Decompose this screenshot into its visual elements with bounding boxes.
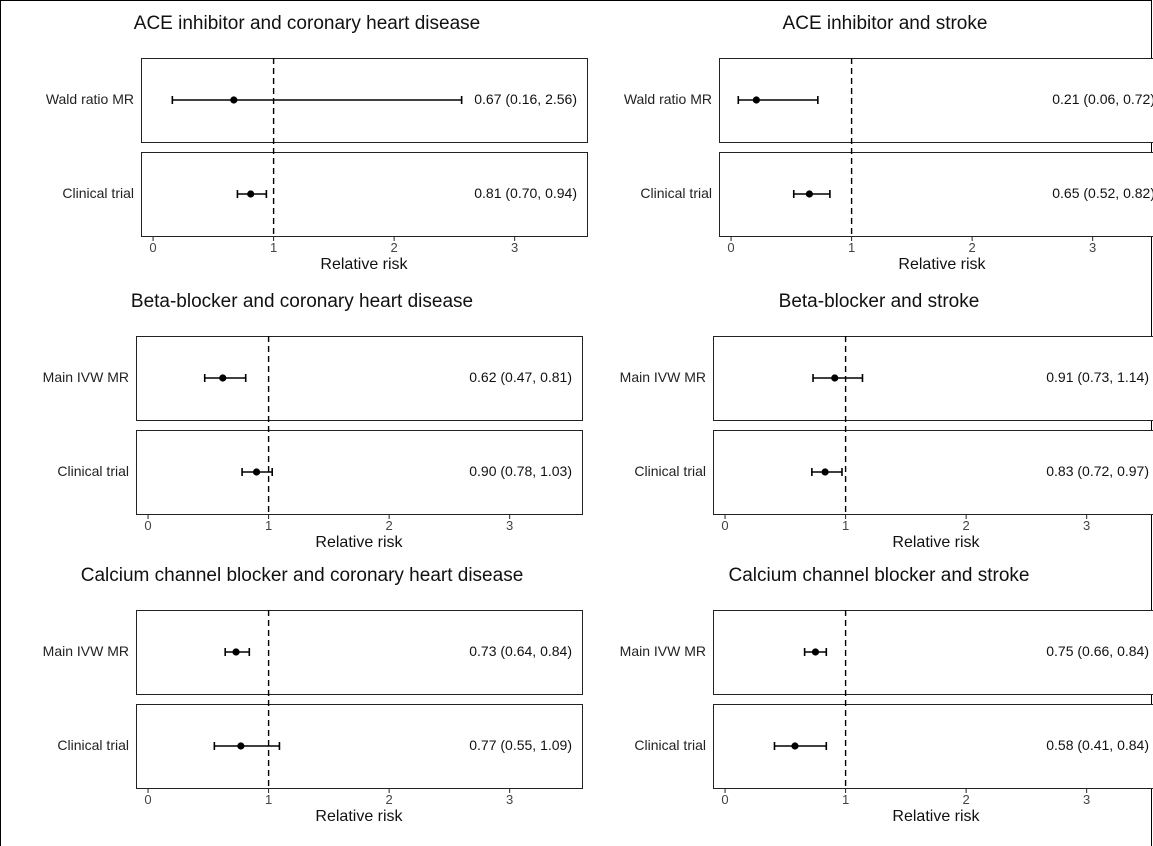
estimate-label: 0.83 (0.72, 0.97) <box>1046 463 1149 479</box>
estimate-label: 0.73 (0.64, 0.84) <box>469 643 572 659</box>
x-axis-title: Relative risk <box>892 534 980 551</box>
row-label: Clinical trial <box>640 185 712 201</box>
panel-ccb-chd: Calcium channel blocker and coronary hea… <box>22 565 583 837</box>
row-label: Main IVW MR <box>619 369 706 385</box>
row-label: Clinical trial <box>57 463 129 479</box>
point-estimate <box>752 96 760 104</box>
x-tick-label: 1 <box>270 240 277 255</box>
x-tick-label: 2 <box>386 518 393 533</box>
point-estimate <box>831 374 839 382</box>
forest-plot-svg: 0 1 2 3 <box>713 610 1153 807</box>
row-label: Clinical trial <box>634 737 706 753</box>
x-axis-title: Relative risk <box>315 534 403 551</box>
point-estimate <box>247 190 255 198</box>
row-panel-border <box>713 430 1153 515</box>
estimate-label: 0.67 (0.16, 2.56) <box>474 91 577 107</box>
x-tick-label: 3 <box>1083 792 1090 807</box>
estimate-label: 0.81 (0.70, 0.94) <box>474 185 577 201</box>
forest-plot-svg: 0 1 2 3 <box>136 610 583 807</box>
x-axis-title: Relative risk <box>315 808 403 825</box>
x-tick-label: 0 <box>727 240 734 255</box>
x-tick-label: 3 <box>506 518 513 533</box>
panel-title: ACE inhibitor and stroke <box>782 13 988 34</box>
x-tick-label: 3 <box>1083 518 1090 533</box>
forest-plot-svg: 0 1 2 3 <box>713 336 1153 533</box>
x-axis-title: Relative risk <box>320 256 408 273</box>
row-label: Main IVW MR <box>42 369 129 385</box>
estimate-label: 0.91 (0.73, 1.14) <box>1046 369 1149 385</box>
panel-title: Calcium channel blocker and stroke <box>728 565 1030 586</box>
estimate-label: 0.21 (0.06, 0.72) <box>1052 91 1153 107</box>
x-tick-label: 0 <box>721 792 728 807</box>
row-label: Clinical trial <box>634 463 706 479</box>
panel-ace-chd: ACE inhibitor and coronary heart disease… <box>27 13 588 285</box>
x-tick-label: 1 <box>265 518 272 533</box>
x-tick-label: 3 <box>1089 240 1096 255</box>
x-tick-label: 0 <box>144 518 151 533</box>
row-label: Main IVW MR <box>42 643 129 659</box>
row-panel-border <box>141 152 588 237</box>
panel-title: Beta-blocker and coronary heart disease <box>130 291 474 312</box>
forest-plot-svg: 0 1 2 3 <box>141 58 588 255</box>
row-label: Clinical trial <box>57 737 129 753</box>
x-axis-title: Relative risk <box>898 256 986 273</box>
row-panel-border <box>713 610 1153 695</box>
point-estimate <box>821 468 829 476</box>
x-tick-label: 2 <box>963 518 970 533</box>
panel-ace-stroke: ACE inhibitor and stroke 0 1 2 3 Wald ratio M… <box>605 13 1153 285</box>
estimate-label: 0.62 (0.47, 0.81) <box>469 369 572 385</box>
x-tick-label: 2 <box>391 240 398 255</box>
row-panel-border <box>136 430 583 515</box>
estimate-label: 0.58 (0.41, 0.84) <box>1046 737 1149 753</box>
x-tick-label: 0 <box>721 518 728 533</box>
point-estimate <box>791 742 799 750</box>
row-label: Wald ratio MR <box>623 91 712 107</box>
point-estimate <box>252 468 261 476</box>
estimate-label: 0.77 (0.55, 1.09) <box>469 737 572 753</box>
x-tick-label: 3 <box>511 240 518 255</box>
forest-plot-svg: 0 1 2 3 <box>719 58 1153 255</box>
panel-beta-stroke: Beta-blocker and stroke 0 1 2 3 Main IVW MR 0.… <box>599 291 1153 563</box>
estimate-label: 0.75 (0.66, 0.84) <box>1046 643 1149 659</box>
x-tick-label: 0 <box>149 240 156 255</box>
row-label: Clinical trial <box>62 185 134 201</box>
estimate-label: 0.90 (0.78, 1.03) <box>469 463 572 479</box>
x-tick-label: 2 <box>969 240 976 255</box>
row-label: Wald ratio MR <box>45 91 134 107</box>
x-tick-label: 1 <box>842 792 849 807</box>
point-estimate <box>805 190 814 198</box>
row-panel-border <box>713 336 1153 421</box>
point-estimate <box>237 742 245 750</box>
x-tick-label: 2 <box>963 792 970 807</box>
x-tick-label: 3 <box>506 792 513 807</box>
x-tick-label: 1 <box>265 792 272 807</box>
x-tick-label: 2 <box>386 792 393 807</box>
estimate-label: 0.65 (0.52, 0.82) <box>1052 185 1153 201</box>
panel-title: Calcium channel blocker and coronary hea… <box>80 565 524 586</box>
point-estimate <box>232 648 240 656</box>
x-tick-label: 0 <box>144 792 151 807</box>
row-label: Main IVW MR <box>619 643 706 659</box>
x-tick-label: 1 <box>848 240 855 255</box>
row-panel-border <box>136 610 583 695</box>
row-panel-border <box>719 152 1153 237</box>
point-estimate <box>230 96 238 104</box>
panel-title: ACE inhibitor and coronary heart disease <box>133 13 481 34</box>
forest-plot-svg: 0 1 2 3 <box>136 336 583 533</box>
point-estimate <box>811 648 820 656</box>
panel-ccb-stroke: Calcium channel blocker and stroke 0 1 2 3 Ma… <box>599 565 1153 837</box>
x-axis-title: Relative risk <box>892 808 980 825</box>
row-panel-border <box>136 704 583 789</box>
point-estimate <box>219 374 227 382</box>
panel-title: Beta-blocker and stroke <box>778 291 980 312</box>
panel-beta-chd: Beta-blocker and coronary heart disease 0… <box>22 291 583 563</box>
x-tick-label: 1 <box>842 518 849 533</box>
